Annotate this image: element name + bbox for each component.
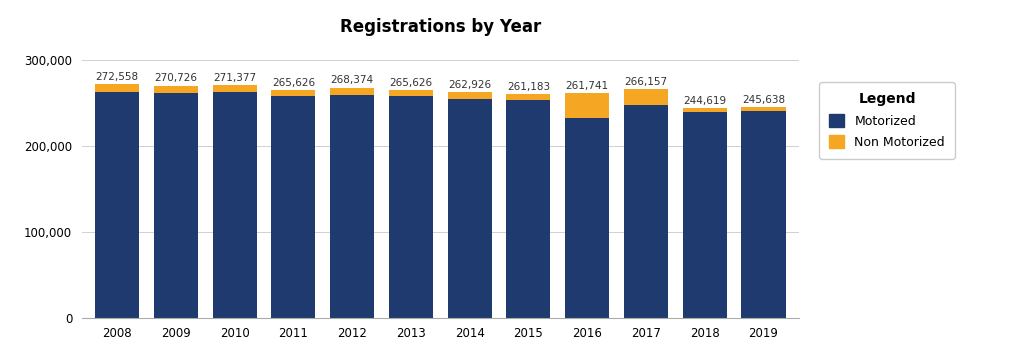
Bar (271, 90, 315, 96)
Text: 261,741: 261,741 (565, 81, 608, 91)
Text: 265,626: 265,626 (272, 78, 315, 88)
Text: 265,626: 265,626 (389, 78, 432, 88)
Text: 271,377: 271,377 (213, 73, 256, 83)
Text: 272,558: 272,558 (95, 72, 138, 82)
Bar (154, 93, 198, 318)
Bar (565, 93, 609, 118)
Bar (741, 111, 785, 318)
Text: 270,726: 270,726 (155, 73, 198, 83)
Bar (507, 94, 551, 100)
Bar (624, 105, 668, 318)
Bar (213, 85, 257, 92)
Bar (741, 107, 785, 111)
Bar (95, 84, 139, 92)
Bar (447, 99, 492, 318)
Text: 266,157: 266,157 (625, 77, 668, 87)
Text: 245,638: 245,638 (742, 95, 785, 105)
Bar (447, 92, 492, 99)
Bar (683, 108, 727, 112)
Bar (507, 100, 551, 318)
Text: 261,183: 261,183 (507, 82, 550, 92)
Bar (565, 118, 609, 318)
Bar (213, 92, 257, 318)
Bar (330, 95, 374, 318)
Text: 244,619: 244,619 (683, 96, 726, 106)
Text: 268,374: 268,374 (331, 75, 374, 86)
Title: Registrations by Year: Registrations by Year (340, 18, 541, 36)
Bar (389, 96, 433, 318)
Text: 262,926: 262,926 (449, 80, 492, 90)
Bar (154, 86, 198, 93)
Bar (683, 112, 727, 318)
Bar (330, 88, 374, 95)
Bar (624, 90, 668, 105)
Bar (95, 92, 139, 318)
Bar (271, 96, 315, 318)
Bar (389, 90, 433, 96)
Legend: Motorized, Non Motorized: Motorized, Non Motorized (819, 83, 955, 159)
